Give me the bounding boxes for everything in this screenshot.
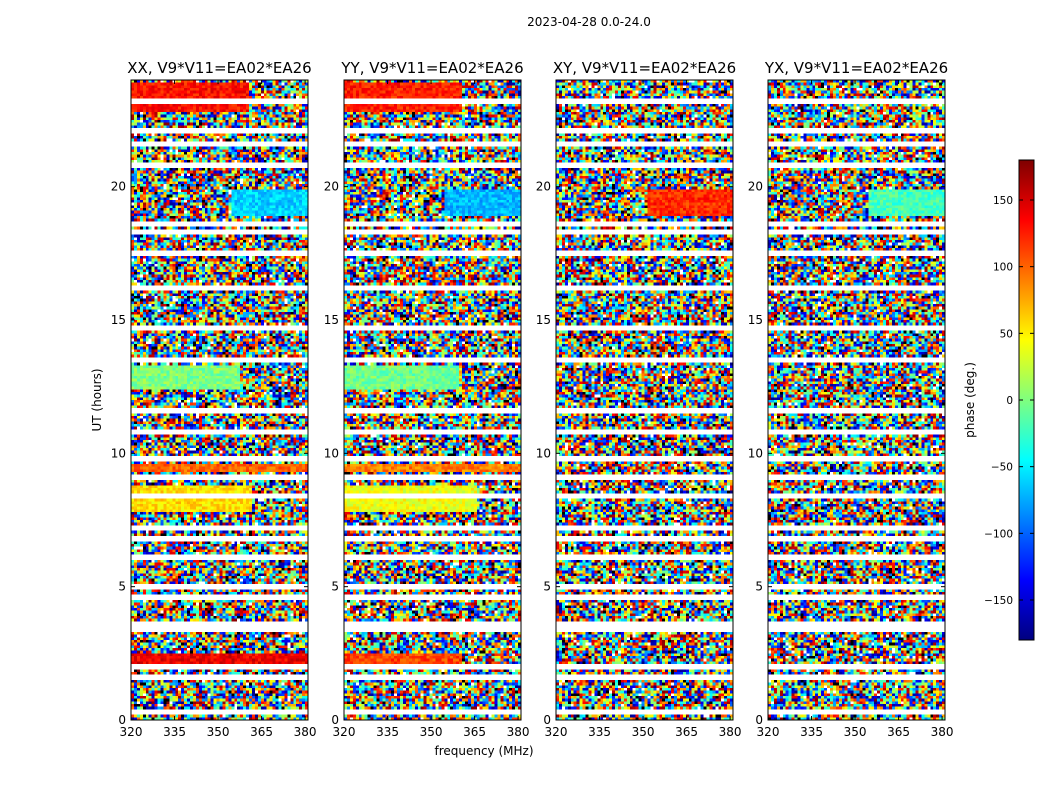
y-tick-label: 0 — [755, 713, 763, 727]
y-tick-label: 5 — [543, 580, 551, 594]
x-axis-label: frequency (MHz) — [434, 744, 533, 758]
x-tick-label: 365 — [675, 725, 698, 739]
phase-raster-3 — [556, 80, 733, 720]
x-tick-label: 365 — [463, 725, 486, 739]
y-tick-label: 10 — [324, 446, 339, 460]
y-tick-label: 15 — [748, 313, 763, 327]
panel-frame-2 — [343, 79, 522, 721]
panel-3: XY, V9*V11=EA02*EA26 320 335 350 365 380 0 5 10 1… — [536, 59, 742, 739]
y-tick-label: 15 — [111, 313, 126, 327]
x-tick-label: 350 — [207, 725, 230, 739]
y-tick-label: 0 — [118, 713, 126, 727]
y-tick-label: 20 — [324, 180, 339, 194]
panel-title-2: YY, V9*V11=EA02*EA26 — [340, 59, 523, 77]
phase-raster-4 — [768, 80, 945, 720]
x-tick-label: 365 — [887, 725, 910, 739]
y-tick-label: 5 — [118, 580, 126, 594]
panel-1: XX, V9*V11=EA02*EA26 320 335 350 365 380 0 5 10 1… — [111, 59, 317, 739]
colorbar-tick-label: −100 — [984, 528, 1013, 540]
colorbar-tick-label: −50 — [991, 462, 1013, 474]
x-tick-label: 335 — [376, 725, 399, 739]
y-axis-label: UT (hours) — [90, 368, 104, 431]
x-tick-label: 380 — [931, 725, 954, 739]
x-tick-label: 335 — [588, 725, 611, 739]
phase-raster-2 — [344, 80, 521, 720]
x-tick-label: 380 — [719, 725, 742, 739]
panels: XX, V9*V11=EA02*EA26 320 335 350 365 380 0 5 10 1… — [111, 59, 954, 739]
colorbar-tick-label: −150 — [984, 595, 1013, 607]
panel-frame-4 — [767, 79, 946, 721]
x-tick-label: 320 — [757, 725, 780, 739]
x-tick-label: 380 — [507, 725, 530, 739]
y-tick-label: 20 — [748, 180, 763, 194]
y-tick-label: 10 — [536, 446, 551, 460]
panel-title-1: XX, V9*V11=EA02*EA26 — [127, 59, 311, 77]
figure-suptitle: 2023-04-28 0.0-24.0 — [527, 15, 651, 29]
colorbar-tick-label: 50 — [1000, 328, 1013, 340]
x-tick-label: 320 — [120, 725, 143, 739]
y-tick-label: 0 — [331, 713, 339, 727]
x-tick-label: 380 — [294, 725, 317, 739]
panel-2: YY, V9*V11=EA02*EA26 320 335 350 365 380 0 5 10 1… — [324, 59, 530, 739]
colorbar-ticks: 150 100 50 0 −50 −100 −150 — [984, 195, 1034, 607]
panel-frame-1 — [130, 79, 309, 721]
y-tick-label: 10 — [111, 446, 126, 460]
panel-4: YX, V9*V11=EA02*EA26 320 335 350 365 380 0 5 10 1… — [748, 59, 954, 739]
colorbar-tick-label: 150 — [993, 195, 1013, 207]
phase-raster-1 — [131, 80, 308, 720]
x-tick-label: 365 — [250, 725, 273, 739]
panel-title-4: YX, V9*V11=EA02*EA26 — [764, 59, 948, 77]
colorbar-tick-label: 100 — [993, 262, 1013, 274]
colorbar-tick-label: 0 — [1006, 395, 1013, 407]
x-tick-label: 320 — [333, 725, 356, 739]
panel-frame-3 — [555, 79, 734, 721]
y-tick-label: 20 — [111, 180, 126, 194]
y-tick-label: 15 — [536, 313, 551, 327]
y-tick-label: 5 — [331, 580, 339, 594]
colorbar: 150 100 50 0 −50 −100 −150 phase (deg.) — [963, 159, 1035, 641]
x-tick-label: 350 — [632, 725, 655, 739]
x-tick-label: 350 — [844, 725, 867, 739]
panel-title-3: XY, V9*V11=EA02*EA26 — [553, 59, 736, 77]
x-tick-label: 335 — [800, 725, 823, 739]
y-tick-label: 20 — [536, 180, 551, 194]
x-tick-label: 320 — [545, 725, 568, 739]
x-tick-label: 335 — [163, 725, 186, 739]
x-tick-label: 350 — [420, 725, 443, 739]
colorbar-label: phase (deg.) — [963, 362, 977, 438]
y-tick-label: 15 — [324, 313, 339, 327]
y-tick-label: 0 — [543, 713, 551, 727]
y-tick-label: 5 — [755, 580, 763, 594]
y-tick-label: 10 — [748, 446, 763, 460]
